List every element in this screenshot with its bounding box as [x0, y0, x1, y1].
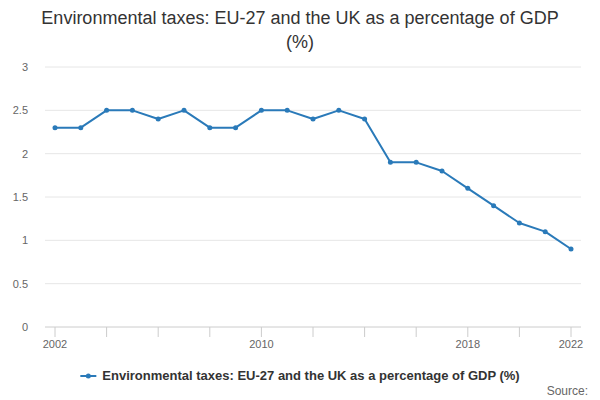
series-marker [285, 108, 290, 113]
grid-line [45, 67, 581, 68]
x-minor-tick [209, 327, 210, 337]
series-marker [362, 117, 367, 122]
y-tick-label: 1.5 [13, 191, 28, 203]
grid-line [45, 153, 581, 154]
series-marker [233, 125, 238, 130]
grid-line [45, 197, 581, 198]
series-marker [130, 108, 135, 113]
y-tick-label: 0 [22, 321, 28, 333]
x-tick-label: 2002 [43, 338, 67, 350]
x-minor-tick [519, 327, 520, 337]
legend-label: Environmental taxes: EU-27 and the UK as… [102, 368, 519, 383]
series-marker [517, 221, 522, 226]
x-minor-tick [364, 327, 365, 337]
series-marker [259, 108, 264, 113]
series-marker [569, 247, 574, 252]
y-tick-label: 0.5 [13, 278, 28, 290]
chart-title: Environmental taxes: EU-27 and the UK as… [30, 6, 570, 54]
x-tick-label: 2010 [249, 338, 273, 350]
x-tick [55, 327, 56, 337]
plot-area [53, 108, 574, 252]
grid-line [45, 283, 581, 284]
y-tick-label: 2.5 [13, 104, 28, 116]
y-tick-label: 1 [22, 234, 28, 246]
series-marker [414, 160, 419, 165]
series-marker [465, 186, 470, 191]
y-tick-label: 2 [22, 148, 28, 160]
series-marker [53, 125, 58, 130]
series-marker [491, 203, 496, 208]
x-tick [467, 327, 468, 337]
legend-marker [86, 374, 91, 379]
series-marker [182, 108, 187, 113]
x-minor-tick [416, 327, 417, 337]
x-tick [571, 327, 572, 337]
series-marker [336, 108, 341, 113]
series-marker [207, 125, 212, 130]
series-marker [311, 117, 316, 122]
series-marker [543, 229, 548, 234]
series-line [55, 110, 571, 249]
source: Source: [547, 384, 588, 398]
x-tick-label: 2022 [559, 338, 583, 350]
x-tick-label: 2018 [456, 338, 480, 350]
y-tick-label: 3 [22, 61, 28, 73]
x-tick [261, 327, 262, 337]
x-minor-tick [106, 327, 107, 337]
series-marker [156, 117, 161, 122]
series-marker [104, 108, 109, 113]
chart: 0 0.5 1 1.5 2 2.5 3 2002 2010 2018 2022 Environment… [0, 0, 600, 400]
series-marker [388, 160, 393, 165]
series-marker [440, 169, 445, 174]
x-minor-tick [158, 327, 159, 337]
grid-line [45, 240, 581, 241]
series-marker [78, 125, 83, 130]
x-minor-tick [313, 327, 314, 337]
